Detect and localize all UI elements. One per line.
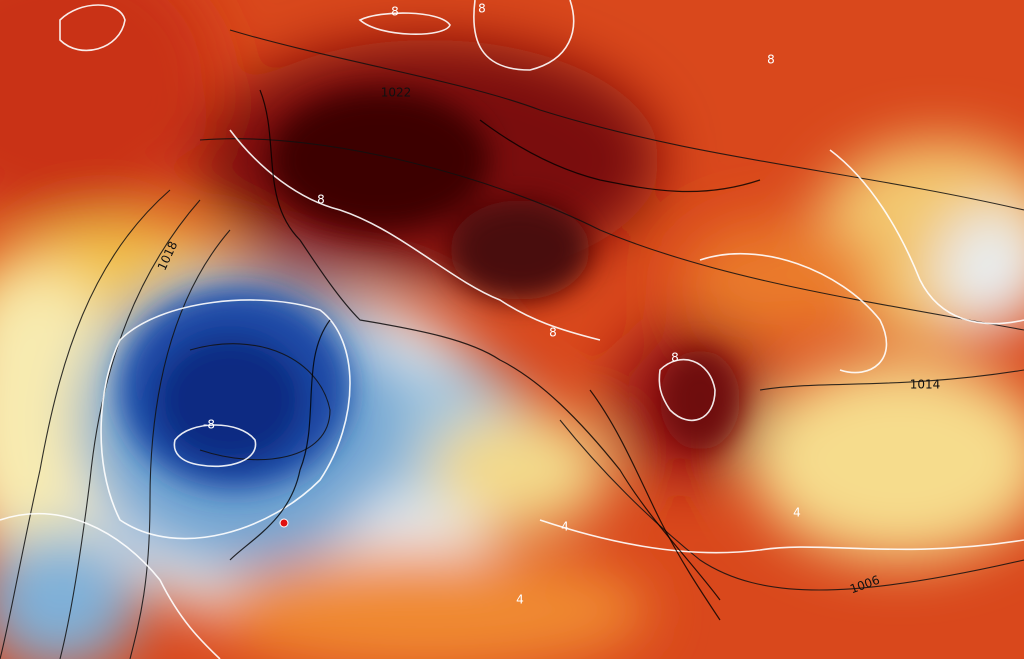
isotherm-label: 8 — [478, 2, 486, 16]
location-marker — [279, 518, 289, 528]
labels: 8 8 8 8 8 8 -8 4 4 4 1022 1018 1014 1006 — [155, 2, 941, 607]
coastlines — [229, 89, 761, 621]
isobar-label: 1014 — [910, 378, 941, 392]
isotherm-label: 8 — [549, 326, 557, 340]
isobars — [0, 29, 1024, 659]
isobar-label: 1022 — [381, 86, 412, 100]
isotherm-label: 4 — [516, 593, 524, 607]
isotherm-label: 8 — [671, 351, 679, 365]
isotherm-label: 4 — [561, 520, 569, 534]
isotherm-label: 8 — [767, 53, 775, 67]
isotherm-label: -8 — [203, 418, 215, 432]
isotherm-label: 4 — [793, 506, 801, 520]
isotherm-label: 8 — [391, 5, 399, 19]
extremes — [120, 90, 740, 490]
isotherm-label: 8 — [317, 193, 325, 207]
